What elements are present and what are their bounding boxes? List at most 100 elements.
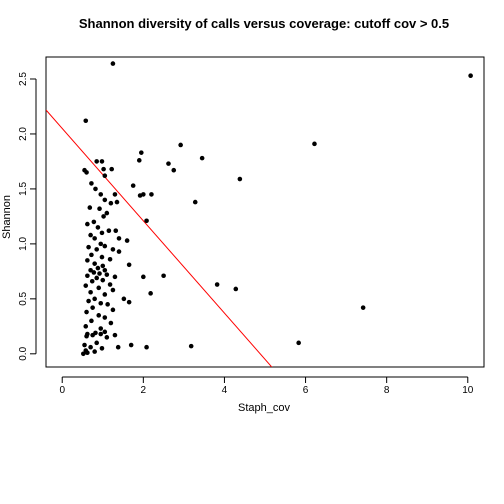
data-point [98, 242, 103, 247]
data-point [89, 319, 94, 324]
data-point [98, 301, 103, 306]
data-point [85, 258, 90, 263]
data-point [113, 192, 118, 197]
data-point [85, 273, 90, 278]
data-point [92, 297, 97, 302]
x-axis: 0 2 4 6 8 10 [59, 377, 473, 396]
data-point [117, 236, 122, 241]
plot-area-frame [46, 57, 484, 367]
data-point [92, 220, 97, 225]
data-point [89, 253, 94, 258]
data-point [96, 286, 101, 291]
data-point [100, 346, 105, 351]
data-point [109, 321, 114, 326]
x-axis-label: Staph_cov [238, 402, 290, 414]
y-axis-label: Shannon [1, 195, 13, 239]
data-point [88, 205, 93, 210]
data-point [122, 297, 127, 302]
data-point [109, 201, 114, 206]
data-point [88, 345, 93, 350]
data-point [101, 214, 106, 219]
data-point [84, 310, 89, 315]
data-point [139, 150, 144, 155]
data-point [189, 344, 194, 349]
data-point [105, 211, 110, 216]
y-tick-label: 1.5 [18, 182, 29, 196]
data-point [200, 156, 205, 161]
data-point [98, 332, 103, 337]
data-point [90, 333, 95, 338]
data-point [117, 249, 122, 254]
data-point [215, 282, 220, 287]
data-point [129, 343, 134, 348]
data-point [100, 159, 105, 164]
data-point [113, 228, 118, 233]
data-point [103, 315, 108, 320]
data-point [111, 308, 116, 313]
data-point [361, 305, 366, 310]
y-tick-label: 2.5 [18, 72, 29, 86]
data-point [137, 158, 142, 163]
data-point [103, 330, 108, 335]
data-point [103, 268, 108, 273]
data-point [125, 238, 130, 243]
x-tick-label: 6 [303, 385, 309, 396]
data-point [82, 343, 87, 348]
data-point [312, 142, 317, 147]
data-point [83, 283, 88, 288]
data-point [85, 350, 90, 355]
data-point [92, 236, 97, 241]
data-point [94, 247, 99, 252]
data-point [101, 167, 106, 172]
data-point [105, 272, 110, 277]
data-point [115, 200, 120, 205]
data-point [86, 245, 91, 250]
data-point [103, 198, 108, 203]
data-point [468, 73, 473, 78]
data-point [113, 333, 118, 338]
data-point [83, 118, 88, 123]
data-point [127, 262, 132, 267]
data-point [103, 173, 108, 178]
x-tick-label: 4 [222, 385, 228, 396]
x-tick-label: 2 [141, 385, 147, 396]
data-point [193, 200, 198, 205]
data-point [93, 187, 98, 192]
data-point [111, 288, 116, 293]
data-point [105, 302, 110, 307]
data-point [97, 271, 102, 276]
data-point [141, 275, 146, 280]
data-point [92, 270, 97, 275]
x-tick-label: 0 [59, 385, 65, 396]
data-point [83, 324, 88, 329]
data-point [85, 222, 90, 227]
data-point [82, 168, 87, 173]
data-point [103, 244, 108, 249]
data-point [238, 177, 243, 182]
data-point [89, 181, 94, 186]
data-point [113, 275, 118, 280]
data-point [100, 264, 105, 269]
data-point [100, 231, 105, 236]
data-point [127, 300, 132, 305]
chart-title: Shannon diversity of calls versus covera… [79, 16, 449, 31]
data-point [86, 299, 91, 304]
data-point [138, 193, 143, 198]
data-point [149, 192, 154, 197]
data-point [90, 279, 95, 284]
data-point [144, 218, 149, 223]
y-tick-label: 2.0 [18, 127, 29, 141]
y-axis: 0.0 0.5 1.0 1.5 2.0 2.5 [18, 72, 36, 361]
data-point [98, 192, 103, 197]
data-point [131, 183, 136, 188]
data-point [84, 334, 89, 339]
data-point [94, 341, 99, 346]
data-point [161, 273, 166, 278]
data-point [296, 341, 301, 346]
data-point [100, 255, 105, 260]
data-point [94, 276, 99, 281]
data-point [103, 292, 108, 297]
data-point [108, 257, 113, 262]
y-tick-label: 0.0 [18, 346, 29, 360]
data-point [92, 261, 97, 266]
